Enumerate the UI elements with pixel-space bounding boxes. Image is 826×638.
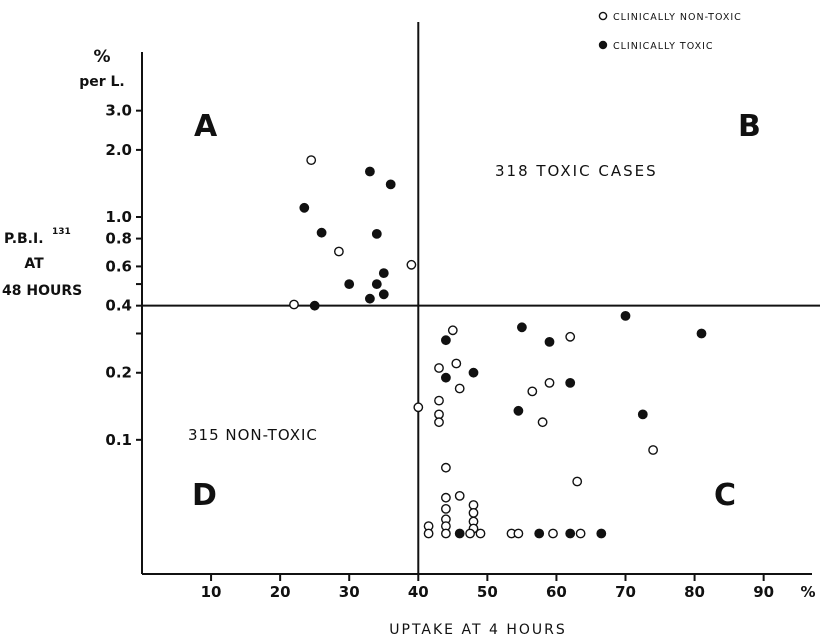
non-toxic-point: [454, 383, 465, 394]
y-tick-label: 0.6: [105, 257, 132, 275]
legend-filled-marker: [598, 40, 608, 50]
non-toxic-point: [475, 528, 486, 539]
non-toxic-point: [648, 445, 658, 455]
non-toxic-point: [333, 246, 344, 257]
non-toxic-point: [465, 528, 475, 539]
non-toxic-point: [413, 402, 424, 413]
x-tick-label: 50: [477, 583, 498, 601]
y-axis-title-pbi: P.B.I.: [4, 231, 44, 247]
x-tick-label: 60: [546, 583, 567, 601]
toxic-point: [696, 328, 707, 339]
toxic-cases-annotation: 318 TOXIC CASES: [495, 162, 658, 180]
toxic-point: [596, 528, 607, 539]
non-toxic-point: [434, 417, 444, 428]
data-points: [289, 155, 707, 539]
y-unit-percent: %: [93, 47, 110, 67]
non-toxic-point: [468, 508, 479, 518]
toxic-point: [344, 279, 355, 289]
y-tick-label: 0.2: [105, 364, 132, 382]
toxic-point: [364, 293, 375, 304]
non-toxic-point: [527, 386, 538, 397]
chart-labels: 10 20 30 40 50 60 70 80 90 % 0.1 0.2 0.4 0.6 0.8 1.0 2.0…: [2, 11, 816, 638]
toxic-point: [364, 166, 375, 177]
legend-open-marker: [598, 11, 608, 21]
x-tick-label: 40: [408, 583, 429, 601]
non-toxic-point: [454, 490, 465, 501]
toxic-point: [440, 372, 451, 383]
y-tick-label: 1.0: [105, 208, 132, 226]
toxic-point: [440, 335, 451, 346]
non-toxic-point: [423, 528, 434, 539]
legend-non-toxic-label: CLINICALLY NON-TOXIC: [613, 12, 742, 23]
toxic-point: [385, 179, 396, 190]
non-toxic-point: [440, 492, 451, 503]
non-toxic-point: [537, 417, 548, 428]
toxic-point: [378, 268, 389, 278]
non-toxic-point: [440, 503, 451, 514]
axes: [136, 22, 820, 581]
x-tick-label: 80: [684, 583, 705, 601]
quadrant-c-label: C: [714, 478, 736, 513]
toxic-point: [517, 322, 527, 333]
x-tick-label: 20: [270, 583, 291, 601]
non-toxic-point: [548, 528, 558, 539]
legend-toxic-label: CLINICALLY TOXIC: [613, 41, 714, 52]
quadrant-d-label: D: [192, 478, 217, 513]
non-toxic-annotation: 315 NON-TOXIC: [188, 426, 318, 444]
y-tick-label: 0.4: [105, 297, 132, 315]
toxic-point: [371, 279, 382, 289]
x-tick-label: 30: [339, 583, 360, 601]
toxic-point: [565, 377, 576, 388]
y-tick-label: 0.1: [105, 431, 132, 449]
non-toxic-point: [306, 155, 317, 166]
toxic-point: [534, 528, 545, 539]
y-tick-label: 2.0: [105, 141, 132, 159]
toxic-point: [378, 289, 389, 300]
non-toxic-point: [289, 299, 299, 310]
quadrant-b-label: B: [738, 109, 761, 144]
non-toxic-point: [572, 476, 583, 487]
y-tick-label: 3.0: [105, 102, 132, 120]
y-axis-title-superscript: 131: [52, 227, 71, 237]
quadrant-a-label: A: [194, 109, 218, 144]
non-toxic-point: [440, 528, 451, 539]
toxic-point: [565, 528, 576, 539]
toxic-point: [309, 300, 320, 311]
y-axis-title-48-hours: 48 HOURS: [2, 283, 82, 299]
toxic-point: [637, 409, 648, 420]
non-toxic-point: [406, 259, 417, 270]
toxic-point: [468, 367, 479, 378]
toxic-point: [620, 310, 631, 321]
non-toxic-point: [434, 363, 444, 373]
toxic-point: [513, 405, 524, 416]
y-axis-title-at: AT: [24, 256, 44, 272]
non-toxic-point: [451, 358, 462, 369]
y-tick-label: 0.8: [105, 230, 132, 248]
non-toxic-point: [440, 462, 451, 473]
x-tick-label: 90: [753, 583, 774, 601]
non-toxic-point: [565, 331, 576, 342]
non-toxic-point: [575, 528, 586, 539]
y-unit-per-litre: per L.: [79, 74, 125, 90]
toxic-point: [316, 227, 327, 238]
toxic-point: [454, 528, 465, 539]
x-tick-label: 70: [615, 583, 636, 601]
toxic-point: [299, 202, 310, 213]
non-toxic-point: [513, 528, 524, 539]
x-unit-label: %: [800, 583, 815, 601]
non-toxic-point: [447, 325, 458, 336]
non-toxic-point: [544, 377, 555, 388]
non-toxic-point: [434, 395, 444, 406]
x-tick-label: 10: [201, 583, 222, 601]
toxic-point: [371, 228, 382, 239]
x-axis-title: UPTAKE AT 4 HOURS: [389, 622, 566, 638]
non-toxic-point: [468, 500, 479, 510]
toxic-point: [544, 336, 555, 347]
